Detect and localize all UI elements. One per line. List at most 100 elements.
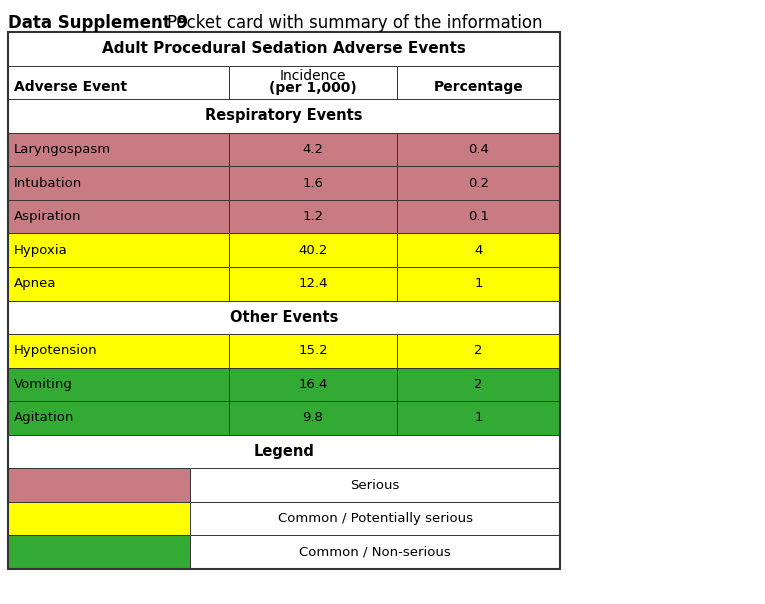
Bar	[8, 334, 229, 368]
Bar	[229, 334, 397, 368]
Text: Incidence: Incidence	[280, 69, 347, 83]
Bar	[229, 267, 397, 301]
Text: (per 1,000): (per 1,000)	[269, 82, 356, 95]
Bar	[8, 133, 229, 166]
Text: 16.4: 16.4	[298, 378, 327, 391]
Bar	[8, 502, 190, 535]
Text: 1: 1	[474, 277, 483, 290]
Bar	[8, 32, 560, 66]
Text: Vomiting: Vomiting	[14, 378, 73, 391]
Bar	[8, 32, 560, 66]
Bar	[190, 468, 560, 502]
Bar	[397, 401, 560, 435]
Bar	[397, 133, 560, 166]
Bar	[229, 200, 397, 233]
Bar	[8, 99, 560, 133]
Bar	[190, 468, 560, 502]
Bar	[229, 368, 397, 401]
Bar	[8, 301, 560, 334]
Text: Agitation: Agitation	[14, 411, 74, 425]
Text: Adverse Event: Adverse Event	[14, 80, 127, 94]
Bar	[8, 133, 229, 166]
Text: 0.2: 0.2	[468, 176, 489, 190]
Text: Apnea: Apnea	[14, 277, 57, 290]
Bar	[397, 267, 560, 301]
Bar	[229, 200, 397, 233]
Text: Laryngospasm: Laryngospasm	[14, 143, 111, 156]
Bar	[397, 368, 560, 401]
Bar	[190, 535, 560, 569]
Bar	[8, 435, 560, 468]
Bar	[8, 368, 229, 401]
Bar	[8, 401, 229, 435]
Bar	[397, 233, 560, 267]
Bar	[8, 233, 229, 267]
Bar	[8, 535, 190, 569]
Bar	[397, 233, 560, 267]
Bar	[397, 166, 560, 200]
Text: Common / Non-serious: Common / Non-serious	[299, 546, 451, 559]
Text: Serious: Serious	[350, 478, 400, 492]
Bar	[397, 334, 560, 368]
Bar	[229, 233, 397, 267]
Text: 2: 2	[474, 344, 483, 358]
Bar	[229, 166, 397, 200]
Bar	[229, 133, 397, 166]
Bar	[8, 502, 190, 535]
Bar	[229, 401, 397, 435]
Bar	[397, 133, 560, 166]
Bar	[8, 535, 190, 569]
Bar	[8, 66, 229, 99]
Bar	[397, 166, 560, 200]
Text: 1.2: 1.2	[302, 210, 324, 223]
Text: Hypoxia: Hypoxia	[14, 243, 68, 257]
Text: Intubation: Intubation	[14, 176, 83, 190]
Text: Data Supplement 9: Data Supplement 9	[8, 14, 188, 32]
Bar	[397, 66, 560, 99]
Text: 12.4: 12.4	[298, 277, 327, 290]
Bar	[397, 66, 560, 99]
Text: 1.6: 1.6	[302, 176, 324, 190]
Bar	[8, 435, 560, 468]
Bar	[8, 166, 229, 200]
Bar	[397, 267, 560, 301]
Bar	[229, 334, 397, 368]
Bar	[190, 535, 560, 569]
Text: 2: 2	[474, 378, 483, 391]
Text: 40.2: 40.2	[298, 243, 327, 257]
Bar	[229, 66, 397, 99]
Bar	[8, 267, 229, 301]
Bar	[397, 200, 560, 233]
Text: Respiratory Events: Respiratory Events	[205, 108, 363, 123]
Bar	[229, 166, 397, 200]
Bar	[8, 368, 229, 401]
Bar	[8, 334, 229, 368]
Text: Percentage: Percentage	[434, 80, 523, 94]
Bar	[8, 200, 229, 233]
Bar	[8, 32, 560, 569]
Bar	[8, 468, 190, 502]
Bar	[8, 233, 229, 267]
Text: Hypotension: Hypotension	[14, 344, 98, 358]
Bar	[229, 368, 397, 401]
Bar	[397, 200, 560, 233]
Bar	[8, 200, 229, 233]
Bar	[8, 301, 560, 334]
Bar	[8, 267, 229, 301]
Bar	[190, 502, 560, 535]
Bar	[229, 133, 397, 166]
Bar	[229, 66, 397, 99]
Bar	[229, 401, 397, 435]
Bar	[397, 368, 560, 401]
Text: Adult Procedural Sedation Adverse Events: Adult Procedural Sedation Adverse Events	[102, 41, 466, 56]
Text: Other Events: Other Events	[230, 310, 338, 325]
Bar	[8, 468, 190, 502]
Bar	[190, 502, 560, 535]
Bar	[8, 66, 229, 99]
Bar	[8, 99, 560, 133]
Text: Common / Potentially serious: Common / Potentially serious	[278, 512, 473, 525]
Text: 0.1: 0.1	[468, 210, 489, 223]
Text: : Pocket card with summary of the information: : Pocket card with summary of the inform…	[156, 14, 542, 32]
Bar	[397, 401, 560, 435]
Text: 1: 1	[474, 411, 483, 425]
